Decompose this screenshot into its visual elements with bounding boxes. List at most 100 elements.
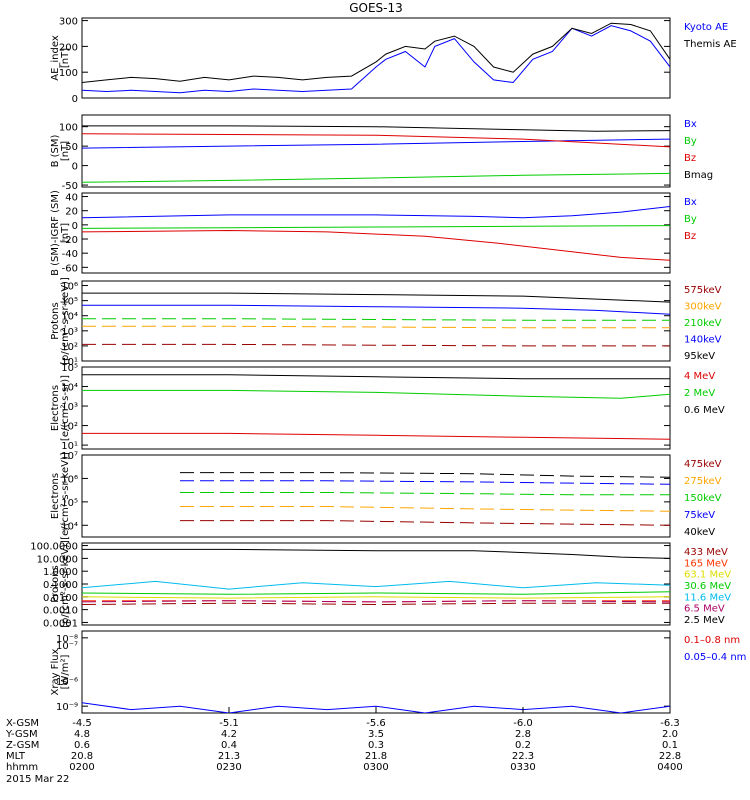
series-line-ae-1 <box>82 22 670 83</box>
y-tick-label: 10⁶ <box>61 282 78 293</box>
y-tick-label: 10² <box>61 422 78 433</box>
legend-elec-kev-3: 75keV <box>684 510 715 521</box>
series-line-protons-mev-6 <box>82 548 670 559</box>
y-tick-label: 10² <box>61 342 78 353</box>
legend-bigrf-0: Bx <box>684 197 697 208</box>
y-axis-label: [e/(cm²-s-sr-keV)] <box>60 452 71 540</box>
y-tick-label: -40 <box>62 249 78 260</box>
legend-elec-kev-1: 275keV <box>684 476 722 487</box>
y-axis-label: [p/(cm²-s-sr-keV)] <box>60 277 71 365</box>
series-line-protons-0 <box>82 343 670 347</box>
y-tick-label: 100 <box>59 68 78 79</box>
x-axis: X-GSM -4.5 -5.1 -5.6 -6.0 -6.3 Y-GSM 4.8 4.2 3.5 2… <box>5 707 683 785</box>
series-line-protons-3 <box>82 304 670 315</box>
x-row-value: 21.8 <box>365 751 387 762</box>
x-row-value: -5.6 <box>366 718 386 729</box>
legend-protons-mev-4: 11.6 MeV <box>684 592 731 603</box>
series-line-elec-mev-1 <box>82 389 670 399</box>
y-axis-label: Xray Flux <box>50 648 61 695</box>
panel-frame <box>81 366 671 450</box>
legend-elec-mev-0: 4 MeV <box>684 371 715 382</box>
legend-elec-kev-0: 475keV <box>684 459 722 470</box>
series-line-bigrf-1 <box>82 225 670 229</box>
legend-protons-mev-6: 2.5 MeV <box>684 615 725 626</box>
x-row-value: 0.4 <box>221 740 237 751</box>
series-line-bsm-0 <box>82 138 670 149</box>
x-row-label: MLT <box>6 751 26 762</box>
y-axis-label: [e/(cm²-s-sr)] <box>60 375 71 441</box>
x-row-value: 4.8 <box>74 729 90 740</box>
x-row-value: 0.6 <box>74 740 90 751</box>
series-line-bsm-3 <box>82 125 670 132</box>
x-row-value: -5.1 <box>219 718 239 729</box>
legend-protons-2: 210keV <box>684 318 722 329</box>
y-tick-label: -20 <box>62 235 78 246</box>
y-axis-label: [nT] <box>60 223 71 243</box>
x-row-value: 22.8 <box>659 751 681 762</box>
series-line-elec-mev-0 <box>82 432 670 440</box>
y-tick-label: 0.0001 <box>43 618 78 629</box>
y-tick-label: 10⁴ <box>61 521 78 532</box>
panel-frame <box>81 630 671 714</box>
x-row-label: Z-GSM <box>6 740 39 751</box>
series-line-elec-kev-2 <box>180 492 670 496</box>
panel-frame <box>81 114 671 188</box>
y-tick-label: 10⁴ <box>61 312 78 323</box>
y-axis-label: [p/(cm²-s-sr-keV)] <box>60 540 71 628</box>
legend-xray-1: 0.05–0.4 nm <box>684 652 746 663</box>
y-tick-label: 10⁵ <box>61 363 78 374</box>
x-row-value: 3.5 <box>368 729 384 740</box>
legend-xray-0: 0.1–0.8 nm <box>684 635 740 646</box>
legend-elec-kev-2: 150keV <box>684 493 722 504</box>
y-tick-label: -60 <box>62 263 78 274</box>
y-tick-label: 10⁻⁸ <box>56 634 78 645</box>
x-row-value: 0230 <box>216 762 241 773</box>
legend-protons-mev-3: 30.6 MeV <box>684 581 731 592</box>
legend-elec-mev-1: 2 MeV <box>684 388 715 399</box>
legend-protons-mev-2: 63.1 MeV <box>684 570 731 581</box>
legend-bigrf-1: By <box>684 214 697 225</box>
series-line-elec-kev-3 <box>180 480 670 485</box>
y-axis-label: Electrons <box>50 385 61 431</box>
y-tick-label: 10⁻⁷ <box>56 641 78 652</box>
series-line-elec-kev-0 <box>180 520 670 526</box>
x-row-value: 0.2 <box>515 740 531 751</box>
plot-date: 2015 Mar 22 <box>6 774 69 785</box>
y-tick-label: 0.1000 <box>43 580 78 591</box>
legend-bsm-0: Bx <box>684 119 697 130</box>
y-tick-label: 10⁵ <box>61 297 78 308</box>
y-tick-label: 10⁻⁶ <box>56 677 78 688</box>
legend-elec-kev-4: 40keV <box>684 527 715 538</box>
y-tick-label: 200 <box>59 42 78 53</box>
y-tick-label: 50 <box>65 142 78 153</box>
x-row-value: 0.1 <box>662 740 678 751</box>
panel-frame <box>81 454 671 538</box>
legend-bsm-3: Bmag <box>684 170 713 181</box>
x-row-value: 21.3 <box>218 751 240 762</box>
x-row-value: 0200 <box>69 762 94 773</box>
x-row-value: -6.0 <box>513 718 533 729</box>
x-row-value: 0330 <box>510 762 535 773</box>
legend-protons-4: 95keV <box>684 351 715 362</box>
x-row-value: 4.2 <box>221 729 237 740</box>
y-axis-label: Protons <box>50 565 61 602</box>
x-row-label: hhmm <box>6 762 38 773</box>
series-line-bsm-2 <box>82 133 670 148</box>
y-tick-label: 300 <box>59 17 78 28</box>
series-line-protons-2 <box>82 318 670 321</box>
y-tick-label: 10⁴ <box>61 383 78 394</box>
series-line-protons-mev-4 <box>82 580 670 590</box>
y-tick-label: 10³ <box>61 402 78 413</box>
legend-elec-mev-2: 0.6 MeV <box>684 405 725 416</box>
panel-frame <box>81 280 671 362</box>
series-line-protons-4 <box>82 292 670 303</box>
y-tick-label: 10¹ <box>61 357 78 368</box>
legend-protons-3: 140keV <box>684 335 722 346</box>
series-line-elec-mev-2 <box>82 374 670 380</box>
y-tick-label: -50 <box>62 181 78 192</box>
series-line-protons-1 <box>82 325 670 329</box>
